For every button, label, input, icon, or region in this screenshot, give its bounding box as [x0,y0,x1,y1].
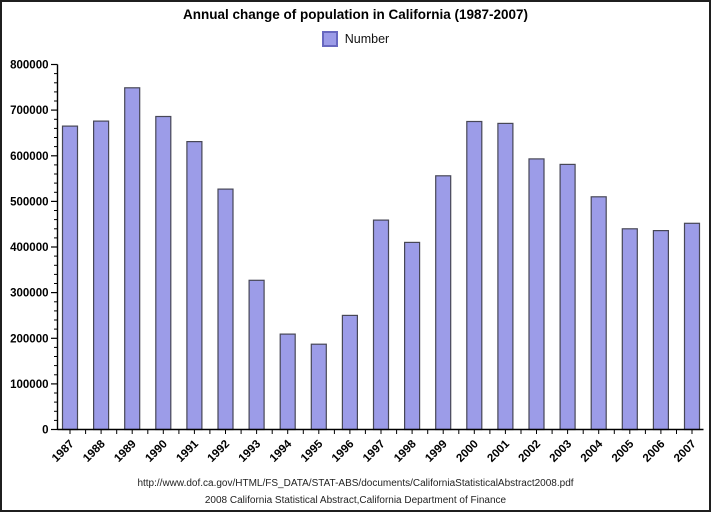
x-tick-label-1991: 1991 [174,438,201,465]
y-tick-label: 200000 [10,333,48,345]
bar-1988 [92,120,110,431]
bar-1997 [372,219,390,431]
bar-2002 [528,158,545,431]
x-tick-label-1987: 1987 [50,438,77,465]
y-tick-label: 400000 [10,242,48,254]
legend: Number [0,31,711,47]
bar-2007 [683,222,701,431]
chart-title: Annual change of population in Californi… [182,7,529,22]
bar-2004 [590,196,607,431]
bar-2001 [497,122,514,431]
y-tick-label: 500000 [10,196,48,208]
bar-1987 [61,125,79,431]
x-tick-label-1998: 1998 [392,438,419,465]
x-tick-label-1994: 1994 [268,438,295,465]
bar-2005 [621,228,638,431]
bar-1999 [435,175,452,431]
source-text: 2008 California Statistical Abstract,Cal… [204,495,507,506]
bar-2000 [466,120,483,431]
bar-1993 [248,279,265,431]
x-tick-label-1993: 1993 [237,438,264,465]
y-tick-label: 300000 [10,288,48,300]
x-tick-label-2000: 2000 [454,438,481,465]
x-tick-label-1999: 1999 [423,438,450,465]
x-tick-label-2006: 2006 [641,438,668,465]
bar-2006 [652,230,670,431]
bar-2003 [559,163,576,431]
bar-1992 [217,188,234,431]
x-tick-label-1989: 1989 [112,438,139,465]
y-tick-label: 100000 [10,379,48,391]
x-tick-label-1992: 1992 [206,438,233,465]
x-tick-label-2003: 2003 [548,438,575,465]
bar-1996 [341,314,358,431]
x-tick-label-1990: 1990 [143,438,170,465]
legend-label: Number [344,32,390,46]
x-tick-label-2002: 2002 [517,438,544,465]
x-tick-label-2001: 2001 [485,438,512,465]
x-tick-label-1996: 1996 [330,438,357,465]
bar-1989 [124,87,141,431]
y-tick-label: 800000 [10,60,48,72]
y-tick-label: 0 [42,425,48,437]
x-tick-label-2005: 2005 [610,438,637,465]
x-tick-label-1995: 1995 [299,438,326,465]
bar-1990 [155,115,172,431]
bar-1995 [310,343,327,431]
bar-1994 [279,333,296,431]
y-tick-label: 600000 [10,151,48,163]
x-tick-label-1997: 1997 [361,438,388,465]
x-tick-label-1988: 1988 [81,438,108,465]
x-tick-label-2004: 2004 [579,438,606,465]
bar-1998 [404,241,421,431]
x-tick-label-2007: 2007 [672,438,699,465]
source-url: http://www.dof.ca.gov/HTML/FS_DATA/STAT-… [137,478,574,489]
bar-1991 [186,141,203,431]
y-tick-label: 700000 [10,105,48,117]
legend-swatch-icon [321,31,338,47]
